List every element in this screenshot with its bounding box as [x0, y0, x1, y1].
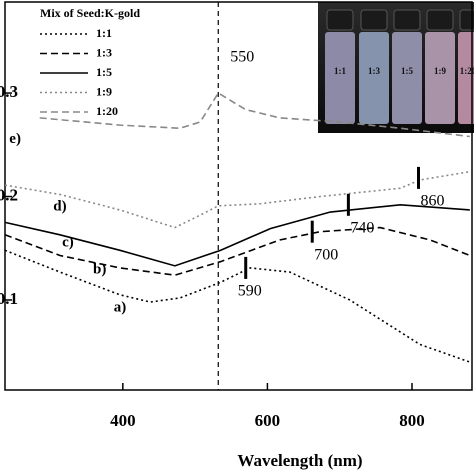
legend-title: Mix of Seed:K-gold [40, 6, 140, 20]
x-axis-label: Wavelength (nm) [237, 451, 362, 470]
x-tick-label: 600 [255, 411, 281, 430]
legend-label: 1:3 [96, 45, 112, 59]
series-line [39, 91, 470, 138]
vial-label: 1:1 [334, 66, 346, 76]
vial-label: 1:5 [401, 66, 413, 76]
series-line [4, 249, 471, 363]
curve-label: e) [9, 131, 21, 147]
y-tick-label: 0.3 [0, 82, 18, 101]
series-line [4, 170, 470, 229]
curve-label: c) [62, 235, 74, 251]
series-line [4, 203, 470, 267]
curve-label: b) [93, 261, 106, 277]
curve-label: d) [53, 198, 66, 214]
legend-label: 1:1 [96, 26, 112, 40]
vial-label: 1:20 [460, 66, 474, 76]
x-tick-label: 800 [399, 411, 425, 430]
y-tick-label: 0.1 [0, 289, 18, 308]
vial-label: 1:3 [368, 66, 380, 76]
legend-label: 1:20 [96, 104, 118, 118]
series-line [4, 226, 471, 276]
x-tick-label: 400 [110, 411, 136, 430]
peak-label: 590 [238, 283, 262, 300]
peak-label: 860 [421, 193, 445, 210]
curve-label: a) [114, 300, 127, 316]
reference-label: 550 [230, 49, 254, 66]
vial-label: 1:9 [434, 66, 446, 76]
peak-label: 740 [350, 219, 374, 236]
legend-label: 1:9 [96, 84, 112, 98]
peak-label: 700 [314, 246, 338, 263]
inset-photo [318, 2, 474, 133]
legend-label: 1:5 [96, 65, 112, 79]
y-tick-label: 0.2 [0, 185, 18, 204]
